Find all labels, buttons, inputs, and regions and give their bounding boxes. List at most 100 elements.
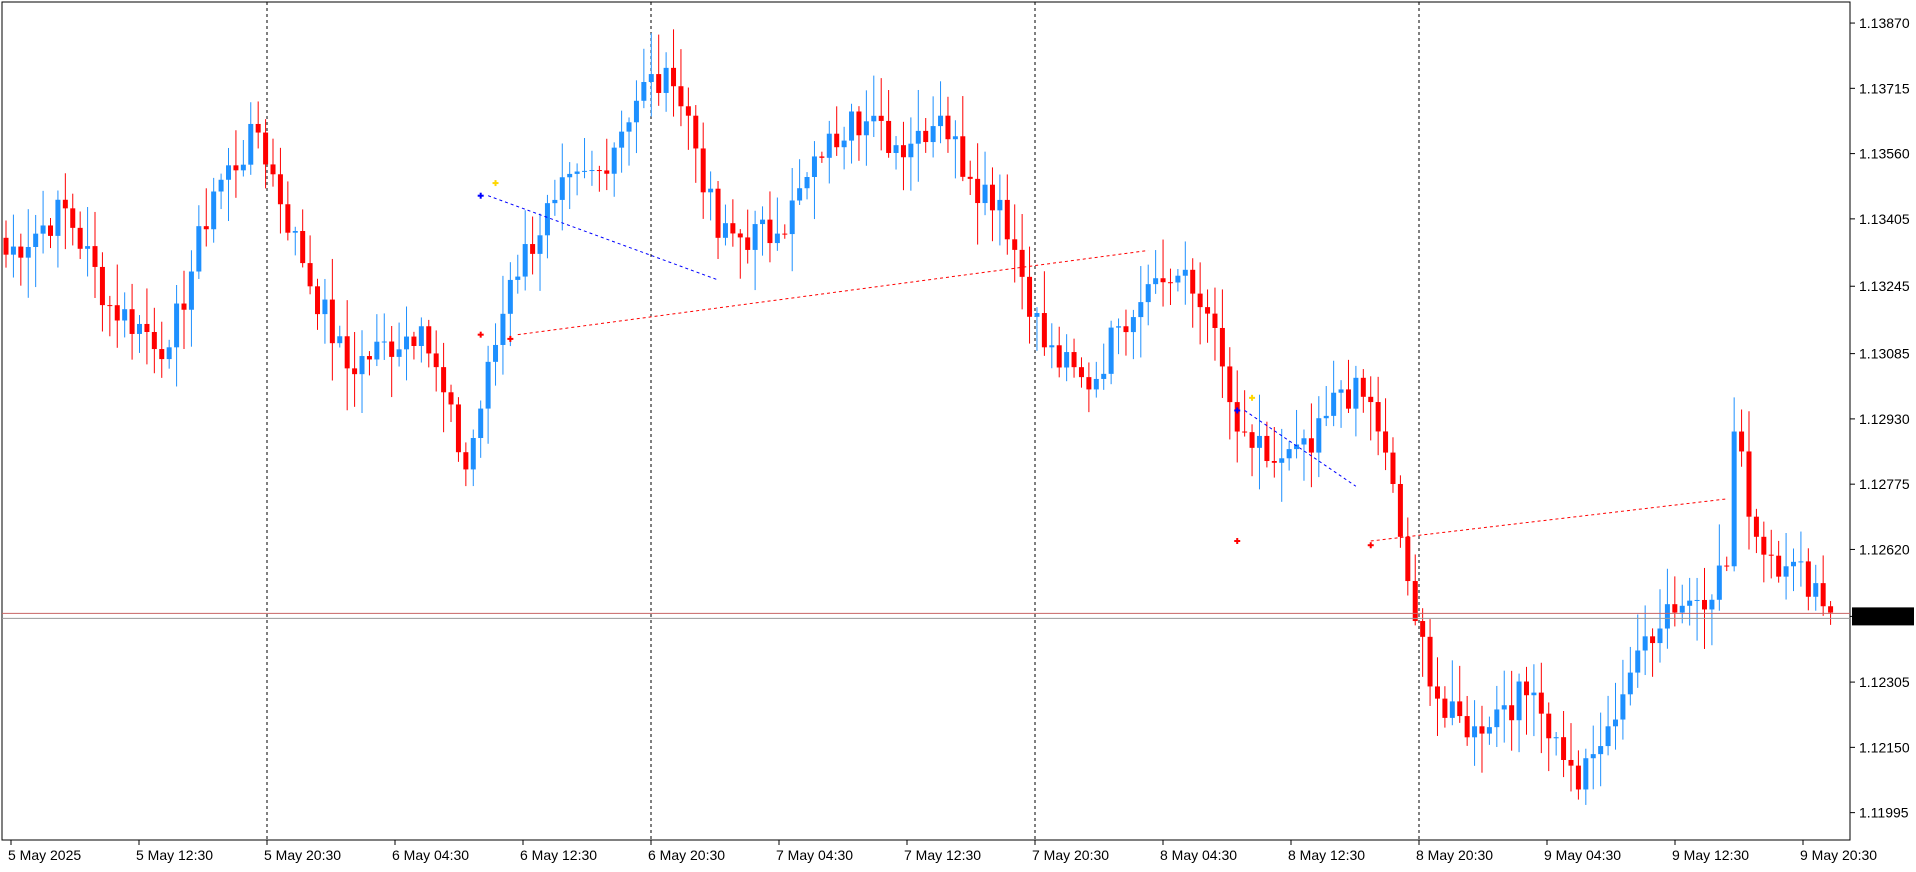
candle-body xyxy=(893,145,899,153)
candle-body xyxy=(55,199,61,236)
candle xyxy=(1813,564,1819,611)
candle-body xyxy=(441,367,447,393)
candle xyxy=(188,250,194,347)
candle xyxy=(129,283,135,360)
trade-marker-6 xyxy=(1234,538,1241,545)
candle-body xyxy=(1813,583,1819,597)
candle-body xyxy=(1375,402,1381,432)
candle xyxy=(1182,241,1188,305)
candle-body xyxy=(789,200,795,235)
candle xyxy=(1523,666,1529,735)
candle xyxy=(137,315,143,353)
candle xyxy=(426,319,432,368)
candle xyxy=(500,275,506,375)
x-tick-label: 8 May 12:30 xyxy=(1288,847,1365,863)
candle-body xyxy=(285,204,291,233)
candle xyxy=(10,214,16,278)
candle-body xyxy=(1449,701,1455,718)
candle xyxy=(196,205,202,279)
candle xyxy=(515,254,521,294)
candle-body xyxy=(1761,536,1767,555)
candle-body xyxy=(1353,377,1359,409)
candle-body xyxy=(381,341,387,343)
candle-body xyxy=(1709,599,1715,610)
candle xyxy=(418,317,424,363)
candle-body xyxy=(856,111,862,136)
candle xyxy=(923,117,929,153)
candle xyxy=(693,105,699,183)
candle-body xyxy=(1472,726,1478,738)
candle xyxy=(1434,657,1440,736)
candle xyxy=(1397,475,1403,548)
candle-body xyxy=(1078,367,1084,378)
candle xyxy=(633,80,639,154)
candle-body xyxy=(33,233,39,247)
candle xyxy=(248,102,254,175)
candle xyxy=(1056,326,1062,378)
candle-body xyxy=(589,170,595,172)
candle xyxy=(1338,380,1344,428)
candle-body xyxy=(1212,313,1218,328)
candle-body xyxy=(671,67,677,87)
candle-body xyxy=(10,246,16,255)
candle-body xyxy=(715,188,721,238)
candle xyxy=(1286,441,1292,471)
candle xyxy=(715,181,721,259)
candles xyxy=(3,29,1834,805)
candle-body xyxy=(811,156,817,177)
candle-body xyxy=(871,115,877,122)
candle xyxy=(1731,397,1737,572)
candle-body xyxy=(737,233,743,238)
candle xyxy=(99,252,105,332)
candle xyxy=(1256,394,1262,490)
candle xyxy=(1205,289,1211,343)
candle-body xyxy=(1331,392,1337,416)
candle-body xyxy=(40,225,46,234)
candle xyxy=(1123,309,1129,356)
candle xyxy=(604,138,610,191)
candle-body xyxy=(619,131,625,148)
candle-body xyxy=(478,408,484,439)
candle xyxy=(582,137,588,179)
candle xyxy=(1739,409,1745,467)
candle-body xyxy=(722,223,728,238)
candle-body xyxy=(1234,402,1240,432)
candle-body xyxy=(315,286,321,315)
trade-line-1 xyxy=(517,249,1149,336)
candle-body xyxy=(730,223,736,234)
candle-body xyxy=(233,165,239,171)
candle xyxy=(329,258,335,381)
candle xyxy=(366,351,372,376)
price-axis: 1.13870 1.13715 1.13560 1.13405 1.13245 1.130… xyxy=(1850,15,1914,821)
candle-body xyxy=(1138,302,1144,318)
candle xyxy=(181,270,187,349)
y-tick-label: 1.12620 xyxy=(1859,541,1910,557)
candle xyxy=(552,179,558,216)
candle-body xyxy=(433,353,439,368)
candle-body xyxy=(530,244,536,254)
candle xyxy=(300,209,306,268)
candle xyxy=(277,147,283,234)
candle-body xyxy=(18,246,24,258)
candle-body xyxy=(678,86,684,107)
candle xyxy=(1479,705,1485,773)
candle-body xyxy=(1153,278,1159,285)
candle-body xyxy=(114,305,120,321)
candle-body xyxy=(1316,418,1322,453)
candle xyxy=(1108,320,1114,385)
candle xyxy=(233,130,239,198)
candle xyxy=(1130,309,1136,360)
candle xyxy=(107,295,113,337)
candle-body xyxy=(1650,636,1656,644)
candle xyxy=(3,220,9,268)
y-tick-label: 1.13085 xyxy=(1859,346,1910,362)
candle-body xyxy=(1323,415,1329,419)
candle-body xyxy=(188,271,194,310)
candle-body xyxy=(92,246,98,267)
candle-body xyxy=(1486,727,1492,734)
candle xyxy=(752,210,758,291)
candle-body xyxy=(834,133,840,148)
candle xyxy=(1538,662,1544,754)
